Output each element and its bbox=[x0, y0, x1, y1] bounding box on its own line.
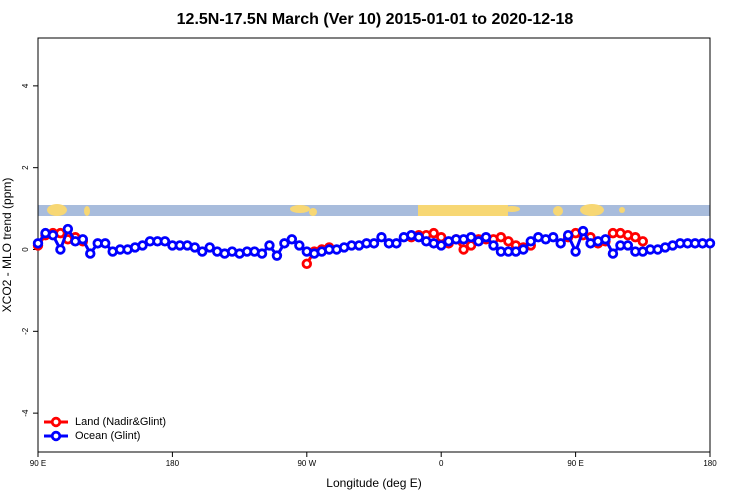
point bbox=[189, 242, 200, 253]
legend-marker bbox=[50, 430, 62, 442]
x-tick-label: 90 E bbox=[567, 459, 583, 468]
point bbox=[562, 229, 574, 241]
x-tick-label: 180 bbox=[166, 459, 180, 468]
y-tick-label: -2 bbox=[21, 327, 30, 335]
point bbox=[630, 232, 641, 243]
point bbox=[294, 240, 305, 251]
point bbox=[264, 240, 275, 251]
point bbox=[279, 238, 290, 249]
point bbox=[518, 244, 529, 255]
point bbox=[99, 238, 111, 249]
point bbox=[62, 223, 74, 235]
point bbox=[525, 236, 536, 247]
point bbox=[607, 248, 619, 259]
point bbox=[391, 238, 402, 249]
point bbox=[286, 234, 298, 245]
point bbox=[47, 229, 59, 241]
point bbox=[600, 234, 611, 245]
point bbox=[465, 232, 477, 243]
x-tick-label: 180 bbox=[703, 459, 717, 468]
map-strip bbox=[38, 204, 710, 216]
y-axis-label: XCO2 - MLO trend (ppm) bbox=[0, 178, 14, 313]
point bbox=[77, 234, 88, 245]
point bbox=[85, 248, 96, 259]
chart-title: 12.5N-17.5N March (Ver 10) 2015-01-01 to… bbox=[177, 11, 574, 28]
point bbox=[436, 240, 447, 251]
point bbox=[577, 225, 589, 237]
point bbox=[413, 232, 424, 243]
y-tick-label: 4 bbox=[21, 83, 30, 88]
legend-marker bbox=[50, 416, 62, 428]
point bbox=[368, 238, 380, 249]
point bbox=[570, 246, 581, 257]
x-tick-label: 90 W bbox=[297, 459, 316, 468]
point bbox=[197, 246, 208, 257]
point bbox=[458, 244, 469, 255]
point bbox=[301, 258, 312, 270]
point bbox=[428, 227, 439, 239]
point bbox=[376, 232, 387, 243]
point bbox=[480, 232, 492, 243]
x-axis-label: Longitude (deg E) bbox=[326, 476, 421, 490]
x-tick-label: 0 bbox=[439, 459, 444, 468]
point bbox=[637, 236, 648, 247]
y-tick-label: 2 bbox=[21, 165, 30, 170]
point bbox=[704, 238, 716, 249]
legend-label: Ocean (Glint) bbox=[75, 430, 140, 442]
point bbox=[271, 250, 283, 261]
point bbox=[495, 232, 507, 243]
point bbox=[488, 240, 499, 251]
y-tick-label: 0 bbox=[21, 247, 30, 252]
point bbox=[159, 236, 171, 247]
point bbox=[622, 240, 634, 251]
point bbox=[32, 238, 44, 249]
x-tick-label: 90 E bbox=[30, 459, 46, 468]
point bbox=[137, 240, 148, 251]
point bbox=[548, 232, 559, 243]
y-tick-label: -4 bbox=[21, 409, 30, 417]
legend-label: Land (Nadir&Glint) bbox=[75, 416, 166, 428]
point bbox=[256, 248, 268, 259]
point bbox=[555, 238, 566, 249]
point bbox=[55, 244, 66, 255]
point bbox=[204, 242, 215, 253]
point bbox=[503, 236, 514, 247]
point bbox=[473, 236, 484, 247]
